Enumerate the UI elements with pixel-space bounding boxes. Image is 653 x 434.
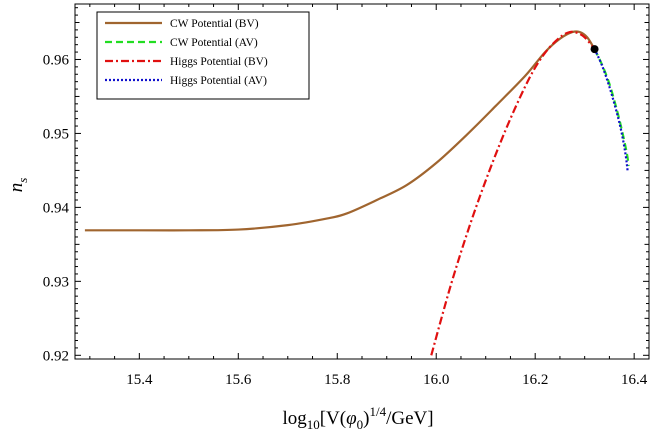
y-axis-label: ns [6, 178, 30, 193]
legend-label-cw-potential-av: CW Potential (AV) [170, 37, 258, 49]
legend-label-higgs-potential-bv: Higgs Potential (BV) [170, 56, 268, 68]
legend-label-higgs-potential-av: Higgs Potential (AV) [170, 75, 267, 87]
y-tick-label: 0.94 [43, 200, 70, 216]
series-line-higgs-potential-av [593, 48, 629, 173]
legend-label-cw-potential-bv: CW Potential (BV) [170, 18, 259, 30]
series-line-cw-potential-av [593, 48, 630, 167]
x-tick-label: 16.0 [423, 372, 449, 388]
y-tick-label: 0.95 [43, 126, 69, 142]
x-tick-label: 16.2 [522, 372, 548, 388]
x-tick-label: 16.4 [621, 372, 648, 388]
axis-ticks [75, 4, 649, 359]
legend: CW Potential (BV) CW Potential (AV) Higgs … [96, 11, 310, 100]
y-tick-label: 0.93 [43, 274, 69, 290]
x-tick-label: 15.4 [126, 372, 153, 388]
transition-point-marker [590, 45, 599, 54]
series-line-higgs-potential-bv [430, 30, 596, 356]
data-markers [590, 45, 599, 54]
x-axis-label: log10[V(φ0)1/4/GeV] [282, 404, 433, 432]
y-tick-labels: 0.92 0.93 0.94 0.95 0.96 [43, 52, 70, 364]
x-tick-labels: 15.4 15.6 15.8 16.0 16.2 16.4 [126, 372, 648, 388]
x-tick-label: 15.8 [324, 372, 350, 388]
x-tick-label: 15.6 [225, 372, 252, 388]
y-tick-label: 0.96 [43, 52, 70, 68]
y-tick-label: 0.92 [43, 348, 69, 364]
legend-box [96, 11, 310, 100]
data-series [84, 30, 630, 356]
